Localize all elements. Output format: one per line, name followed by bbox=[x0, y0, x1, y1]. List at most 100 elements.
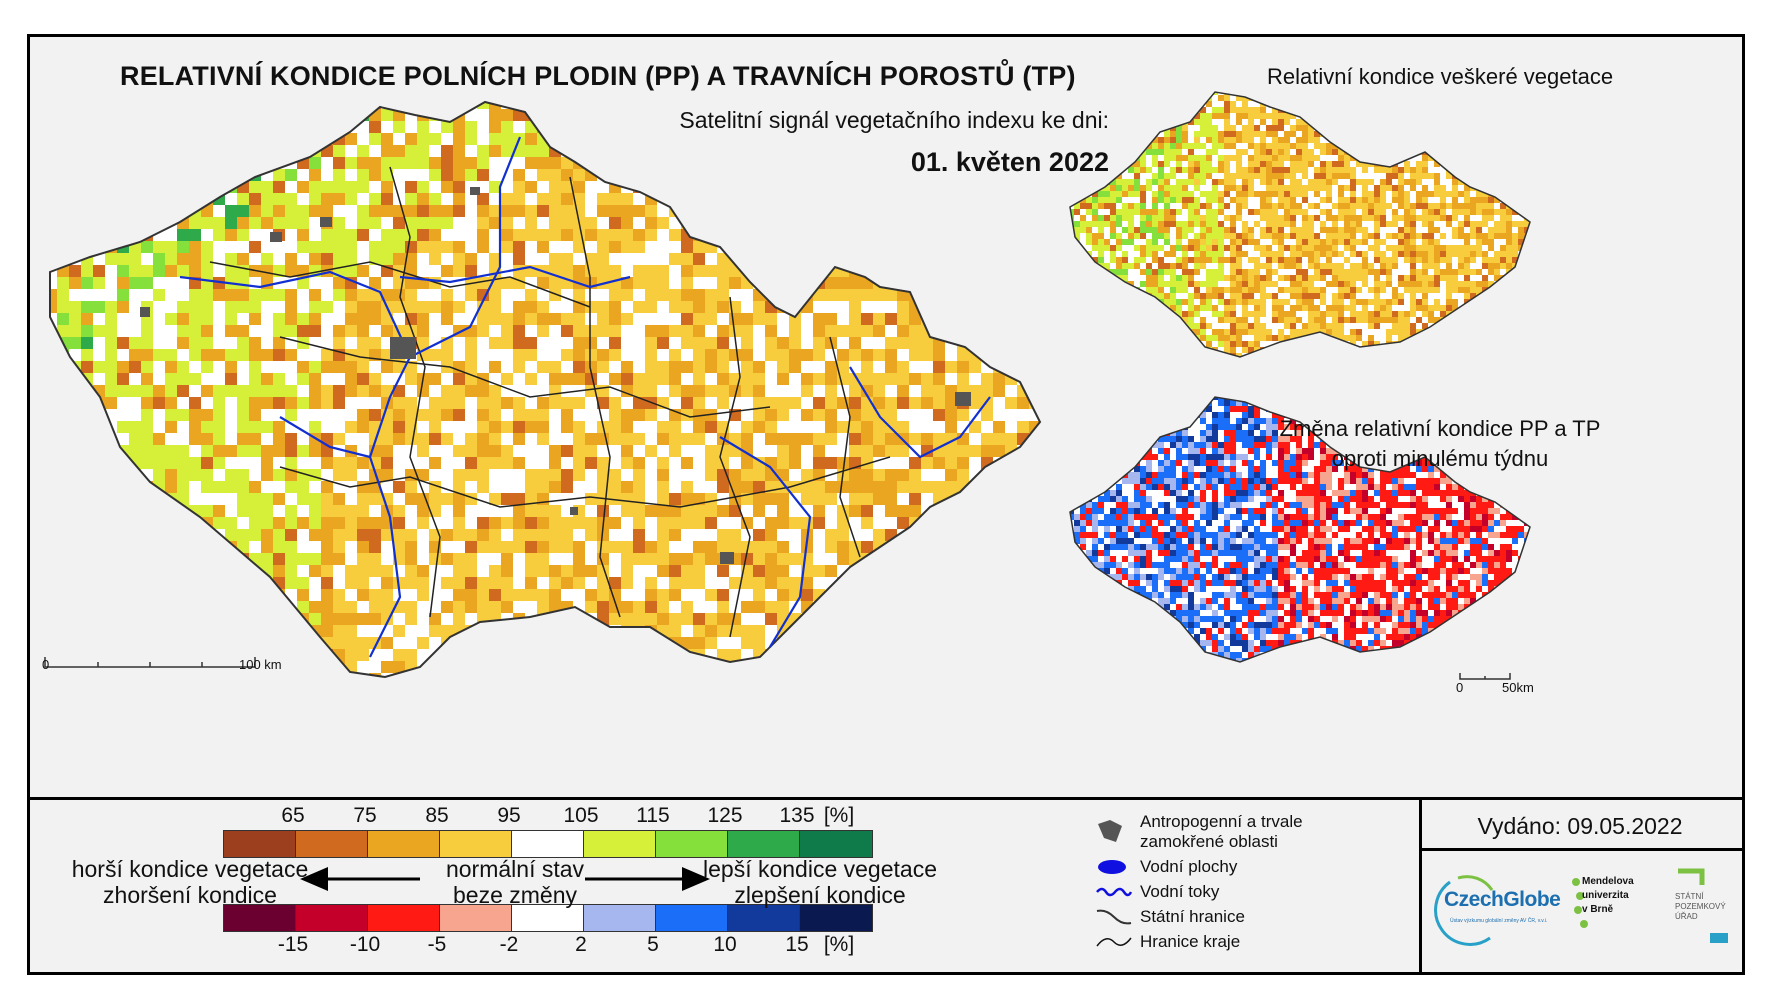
change-tick: 2 bbox=[575, 933, 587, 956]
change-tick: 10 bbox=[713, 933, 737, 956]
key-water-body: Vodní plochy bbox=[1098, 857, 1238, 877]
maps-canvas bbox=[44, 91, 1531, 680]
change-colorbar bbox=[223, 904, 873, 932]
condition-tick: 95 bbox=[497, 804, 521, 827]
main-condition-map bbox=[50, 102, 1040, 677]
legend-better-line2: zlepšení kondice bbox=[734, 882, 906, 908]
left-arrow-icon bbox=[300, 867, 420, 891]
key-water-body-label: Vodní plochy bbox=[1140, 857, 1238, 876]
condition-swatch bbox=[800, 831, 872, 857]
czechglobe-logo bbox=[1434, 875, 1494, 946]
change-tick: -5 bbox=[427, 933, 447, 956]
change-swatch bbox=[224, 905, 296, 931]
region-borders-main bbox=[209, 166, 891, 638]
map-title: RELATIVNÍ KONDICE POLNÍCH PLODIN (PP) A … bbox=[120, 61, 1076, 91]
map-section: RELATIVNÍ KONDICE POLNÍCH PLODIN (PP) A … bbox=[30, 37, 1742, 800]
condition-tick: [%] bbox=[823, 804, 855, 827]
key-state-border-label: Státní hranice bbox=[1140, 907, 1245, 926]
czechglobe-name: CzechGlobe bbox=[1444, 888, 1561, 911]
change-swatch bbox=[584, 905, 656, 931]
condition-swatch bbox=[656, 831, 728, 857]
legend-better: lepší kondice vegetace zlepšení kondice bbox=[695, 856, 945, 908]
mendelu-logo-text: Mendelova univerzita v Brně bbox=[1582, 875, 1634, 917]
change-swatch bbox=[656, 905, 728, 931]
condition-tick: 75 bbox=[353, 804, 377, 827]
scale-start-label: 0 bbox=[42, 657, 50, 672]
condition-tick: 135 bbox=[779, 804, 815, 827]
legend-arrows bbox=[300, 867, 710, 891]
key-region-border-label: Hranice kraje bbox=[1140, 932, 1241, 951]
key-state-border: Státní hranice bbox=[1096, 907, 1245, 927]
legend-normal-line1: normální stav bbox=[445, 856, 585, 882]
inset-top-title: Relativní kondice veškeré vegetace bbox=[1267, 64, 1614, 89]
condition-tick: 105 bbox=[563, 804, 599, 827]
czechglobe-subtitle: Ústav výzkumu globální změny AV ČR, v.v.… bbox=[1450, 918, 1548, 924]
change-swatch bbox=[800, 905, 872, 931]
change-swatch bbox=[296, 905, 368, 931]
map-date: 01. květen 2022 bbox=[910, 147, 1109, 177]
inset-bottom-title: Změna relativní kondice PP a TP oproti m… bbox=[1240, 414, 1640, 474]
figure-frame: RELATIVNÍ KONDICE POLNÍCH PLODIN (PP) A … bbox=[27, 34, 1745, 975]
spu-line3: ÚŘAD bbox=[1675, 912, 1698, 921]
right-arrow-icon bbox=[585, 867, 710, 891]
state-border-inset-bottom bbox=[1069, 396, 1531, 663]
legend-better-line1: lepší kondice vegetace bbox=[703, 856, 937, 882]
legend-section: 65 75 85 95 105 115 125 135 [%] -15 -10 -5 -2 2 5 10 15… bbox=[30, 800, 1742, 972]
change-tick: 5 bbox=[647, 933, 659, 956]
mendelu-line2: univerzita bbox=[1582, 890, 1629, 901]
region-border-icon bbox=[1096, 937, 1132, 947]
legend-divider-vertical bbox=[1419, 800, 1422, 972]
legend-divider-horizontal bbox=[1419, 848, 1742, 851]
issued-date: Vydáno: 09.05.2022 bbox=[1477, 813, 1683, 839]
condition-swatch bbox=[512, 831, 584, 857]
change-swatch bbox=[368, 905, 440, 931]
water-body-icon bbox=[1098, 860, 1126, 874]
spu-logo-mark bbox=[1678, 868, 1728, 943]
legend-worse-line1: horší kondice vegetace bbox=[71, 856, 309, 882]
condition-swatch bbox=[728, 831, 800, 857]
change-swatch bbox=[512, 905, 584, 931]
inset-scale-bar bbox=[1459, 673, 1511, 680]
legend-worse: horší kondice vegetace zhoršení kondice bbox=[60, 856, 320, 908]
key-region-border: Hranice kraje bbox=[1096, 932, 1241, 952]
mendelu-line1: Mendelova bbox=[1582, 876, 1634, 887]
logos-area: CzechGlobe Ústav výzkumu globální změny … bbox=[1430, 860, 1735, 965]
state-border-main bbox=[49, 100, 1042, 679]
mendelu-line3: v Brně bbox=[1582, 904, 1614, 915]
key-urban-label: Antropogenní a trvale zamokřené oblasti bbox=[1140, 812, 1303, 851]
key-river: Vodní toky bbox=[1096, 882, 1219, 902]
inset-bottom-title-line1: Změna relativní kondice PP a TP bbox=[1279, 416, 1601, 441]
legend-normal: normální stav beze změny bbox=[425, 856, 605, 908]
urban-areas-main bbox=[140, 187, 971, 564]
inset-scale-end: 50km bbox=[1502, 680, 1534, 695]
inset-scale-start: 0 bbox=[1456, 680, 1464, 695]
change-swatch bbox=[728, 905, 800, 931]
condition-tick: 125 bbox=[707, 804, 743, 827]
change-tick: -15 bbox=[277, 933, 309, 956]
mendelu-logo-dots bbox=[1572, 878, 1588, 928]
rivers-main bbox=[179, 136, 991, 658]
legend-normal-line2: beze změny bbox=[452, 882, 577, 908]
condition-swatch bbox=[296, 831, 368, 857]
key-urban: Antropogenní a trvale zamokřené oblasti bbox=[1098, 812, 1340, 852]
condition-tick: 115 bbox=[636, 804, 670, 827]
river-icon bbox=[1096, 887, 1132, 897]
state-border-icon bbox=[1096, 909, 1132, 925]
map-scale-bar bbox=[44, 657, 256, 668]
condition-swatch bbox=[440, 831, 512, 857]
state-border-inset-top bbox=[1069, 91, 1531, 358]
condition-colorbar bbox=[223, 830, 873, 858]
spu-line1: STÁTNÍ bbox=[1675, 892, 1704, 901]
condition-tick: 85 bbox=[425, 804, 449, 827]
change-tick: -2 bbox=[499, 933, 519, 956]
change-tick: 15 bbox=[785, 933, 809, 956]
scale-end-label: 100 km bbox=[239, 657, 282, 672]
change-swatch bbox=[440, 905, 512, 931]
legend-worse-line2: zhoršení kondice bbox=[103, 882, 277, 908]
map-subtitle: Satelitní signál vegetačního indexu ke d… bbox=[679, 107, 1109, 133]
spu-line2: POZEMKOVÝ bbox=[1675, 902, 1726, 911]
inset-bottom-title-line2: oproti minulému týdnu bbox=[1331, 446, 1549, 471]
condition-swatch bbox=[224, 831, 296, 857]
condition-swatch bbox=[368, 831, 440, 857]
condition-tick: 65 bbox=[281, 804, 305, 827]
